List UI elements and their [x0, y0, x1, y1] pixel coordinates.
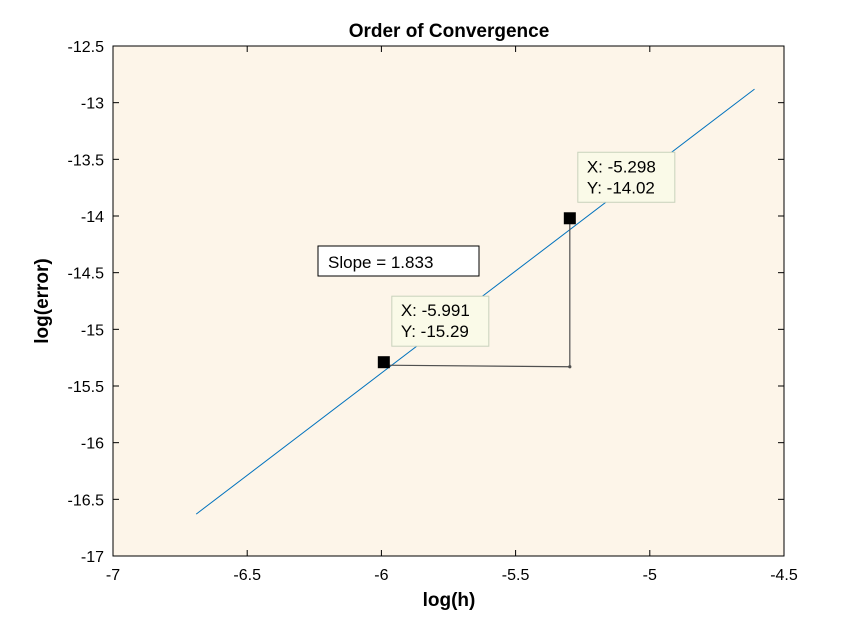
y-tick-label-5: -15	[81, 322, 104, 339]
datatip-x-2: X: -5.298	[587, 157, 656, 176]
datatip-y-2: Y: -14.02	[587, 178, 655, 197]
slope-triangle-run	[383, 364, 570, 368]
plot-frame	[112, 45, 785, 557]
slope-triangle-corner	[568, 365, 572, 369]
y-tick-label-9: -17	[81, 549, 104, 566]
datatip-box-1	[391, 295, 490, 347]
x-tick-label-1: -6.5	[233, 567, 261, 584]
x-tick-label-5: -4.5	[770, 567, 798, 584]
y-tick-label-7: -16	[81, 436, 104, 453]
slope-annotation-text: Slope = 1.833	[328, 253, 433, 272]
y-tick-label-4: -14.5	[68, 266, 105, 283]
x-tick-label-4: -5	[643, 567, 657, 584]
slope-annotation-box	[317, 245, 480, 277]
chart-title: Order of Convergence	[349, 21, 550, 42]
x-axis-label: log(h)	[423, 590, 476, 611]
y-tick-label-2: -13.5	[68, 152, 105, 169]
datatip-y-1: Y: -15.29	[401, 322, 469, 341]
y-tick-label-3: -14	[81, 209, 104, 226]
data-marker-2	[563, 212, 576, 225]
x-tick-label-3: -5.5	[502, 567, 530, 584]
x-tick-label-2: -6	[374, 567, 388, 584]
y-tick-label-8: -16.5	[68, 492, 105, 509]
y-tick-label-6: -15.5	[68, 379, 105, 396]
y-axis-label: log(error)	[32, 258, 53, 344]
data-marker-1	[377, 356, 390, 369]
datatip-box-2	[577, 151, 676, 203]
datatip-x-1: X: -5.991	[401, 301, 470, 320]
y-tick-label-0: -12.5	[68, 39, 105, 56]
y-tick-label-1: -13	[81, 96, 104, 113]
x-tick-label-0: -7	[106, 567, 120, 584]
